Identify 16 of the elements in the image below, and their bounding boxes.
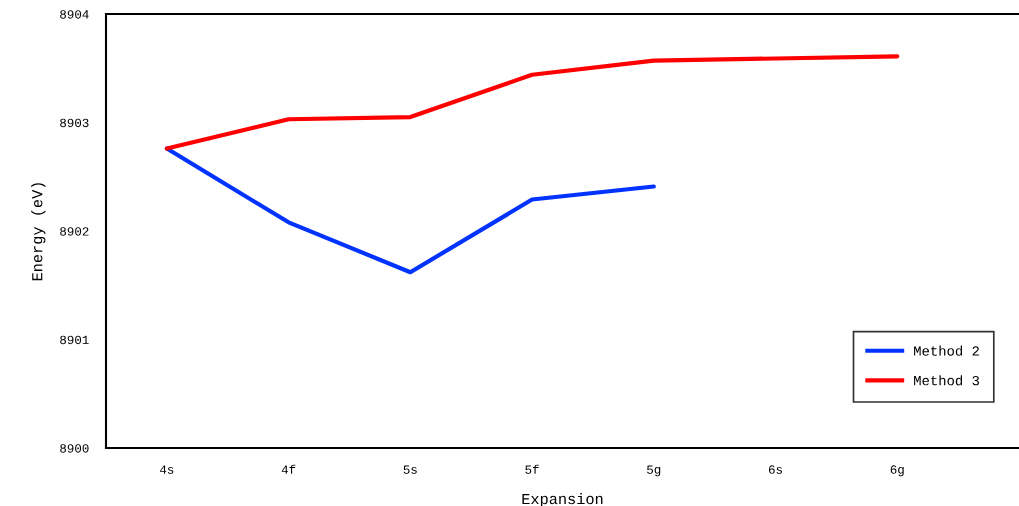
legend-label: Method 2 [914, 345, 979, 356]
y-tick-label: 8900 [60, 444, 89, 453]
y-tick-label: 8903 [60, 118, 89, 128]
y-axis-title: Energy (eV) [31, 183, 46, 281]
x-tick-label: 5s [403, 465, 417, 474]
x-tick-label: 5f [525, 464, 539, 474]
legend-label: Method 3 [914, 375, 980, 386]
x-tick-label: 6s [768, 465, 782, 474]
x-tick-label: 4s [159, 465, 174, 474]
x-tick-label: 5g [647, 465, 661, 477]
y-tick-label: 8901 [60, 335, 89, 345]
y-tick-label: 8902 [60, 227, 89, 236]
line-series [164, 54, 900, 151]
x-tick-label: 4f [281, 464, 296, 474]
x-tick-label: 6g [890, 465, 904, 477]
y-tick-label: 8904 [60, 10, 89, 19]
